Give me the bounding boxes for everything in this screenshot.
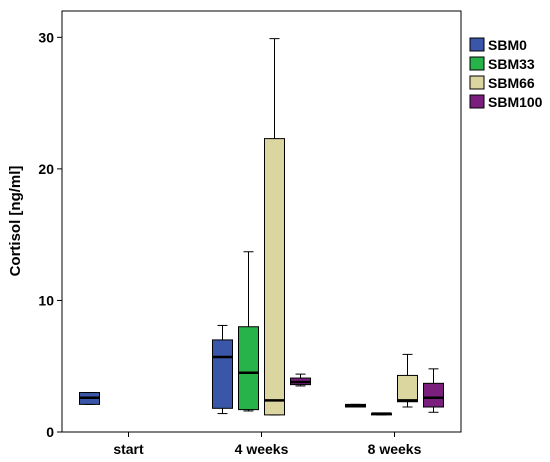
legend-swatch-sbm0 [469, 37, 485, 52]
box-sbm33-4-weeks [238, 251, 259, 412]
y-tick-label: 10 [38, 292, 54, 308]
box-sbm0-start [79, 392, 100, 405]
box-sbm66-8-weeks [397, 353, 418, 408]
box-body [212, 339, 233, 409]
plot-area [61, 10, 462, 433]
box-sbm100-8-weeks [423, 368, 444, 413]
y-tick-label: 30 [38, 29, 54, 45]
box-sbm100-4-weeks [290, 373, 311, 387]
y-axis-title: Cortisol [ng/ml] [7, 166, 24, 277]
box-body [264, 138, 285, 416]
y-tick-label: 20 [38, 161, 54, 177]
box-sbm0-8-weeks [345, 403, 366, 408]
x-tick-label: start [113, 441, 144, 457]
legend-swatch-sbm66 [469, 75, 485, 90]
box-sbm0-4-weeks [212, 324, 233, 415]
legend: SBM0 SBM33 SBM66 SBM100 [466, 34, 546, 114]
legend-label-sbm100: SBM100 [488, 94, 543, 110]
box-body [397, 374, 418, 403]
x-tick-label: 4 weeks [235, 441, 289, 457]
box-sbm33-8-weeks [371, 412, 392, 416]
legend-label-sbm66: SBM66 [488, 75, 535, 91]
legend-label-sbm33: SBM33 [488, 56, 535, 72]
box-sbm66-4-weeks [264, 38, 285, 416]
x-tick-label: 8 weeks [368, 441, 422, 457]
legend-swatch-sbm100 [469, 94, 485, 109]
box-body [423, 382, 444, 408]
box-body [238, 326, 259, 411]
legend-swatch-sbm33 [469, 56, 485, 71]
y-tick-label: 0 [46, 424, 54, 440]
legend-label-sbm0: SBM0 [488, 37, 527, 53]
